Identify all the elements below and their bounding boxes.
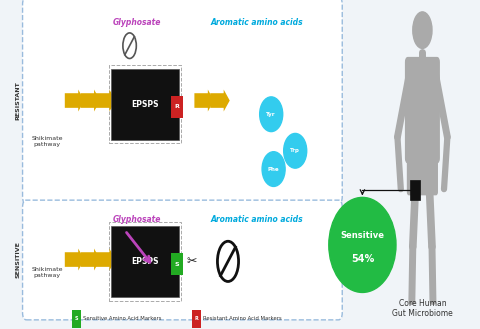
Text: Sensitive Amino Acid Markers: Sensitive Amino Acid Markers <box>83 316 161 321</box>
Text: Resistant Amino Acid Markers: Resistant Amino Acid Markers <box>203 316 281 321</box>
FancyBboxPatch shape <box>171 253 183 275</box>
Text: RESISTANT: RESISTANT <box>16 81 21 120</box>
Text: Trp: Trp <box>290 148 300 153</box>
Text: Glyphosate: Glyphosate <box>113 18 161 27</box>
FancyBboxPatch shape <box>192 310 201 328</box>
FancyBboxPatch shape <box>23 200 342 320</box>
Text: SENSITIVE: SENSITIVE <box>16 241 21 278</box>
Text: Phe: Phe <box>268 166 279 171</box>
Ellipse shape <box>262 152 285 187</box>
Text: Core Human
Gut Microbiome: Core Human Gut Microbiome <box>392 299 453 318</box>
Circle shape <box>413 12 432 48</box>
Text: Aromatic amino acids: Aromatic amino acids <box>211 18 303 27</box>
Text: Tyr: Tyr <box>266 112 276 117</box>
FancyBboxPatch shape <box>410 180 420 200</box>
Ellipse shape <box>329 197 396 292</box>
FancyBboxPatch shape <box>111 226 179 297</box>
FancyBboxPatch shape <box>23 0 342 204</box>
FancyBboxPatch shape <box>111 68 179 140</box>
FancyBboxPatch shape <box>72 310 81 328</box>
Text: Aromatic amino acids: Aromatic amino acids <box>211 215 303 224</box>
Text: 54%: 54% <box>351 254 374 264</box>
FancyBboxPatch shape <box>408 151 437 195</box>
Text: R: R <box>194 316 198 321</box>
Text: EPSPS: EPSPS <box>131 257 159 266</box>
FancyArrow shape <box>96 249 116 270</box>
Text: S: S <box>175 262 180 266</box>
FancyArrow shape <box>96 89 116 112</box>
Text: Glyphosate: Glyphosate <box>113 215 161 224</box>
FancyArrow shape <box>81 249 100 270</box>
FancyBboxPatch shape <box>406 58 439 163</box>
Ellipse shape <box>284 134 307 168</box>
Text: Shikimate
pathway: Shikimate pathway <box>31 136 63 147</box>
Ellipse shape <box>260 97 283 132</box>
FancyBboxPatch shape <box>171 96 183 118</box>
FancyArrow shape <box>81 89 100 112</box>
Text: Shikimate
pathway: Shikimate pathway <box>31 267 63 278</box>
Text: Sensitive: Sensitive <box>340 231 384 240</box>
FancyArrow shape <box>194 89 214 112</box>
FancyBboxPatch shape <box>109 222 181 301</box>
FancyArrow shape <box>65 249 84 270</box>
Text: ✂: ✂ <box>187 255 197 268</box>
Text: S: S <box>74 316 78 321</box>
FancyBboxPatch shape <box>109 65 181 143</box>
FancyArrow shape <box>65 89 84 112</box>
FancyArrow shape <box>210 89 230 112</box>
Text: R: R <box>175 104 180 110</box>
Text: EPSPS: EPSPS <box>131 100 159 109</box>
